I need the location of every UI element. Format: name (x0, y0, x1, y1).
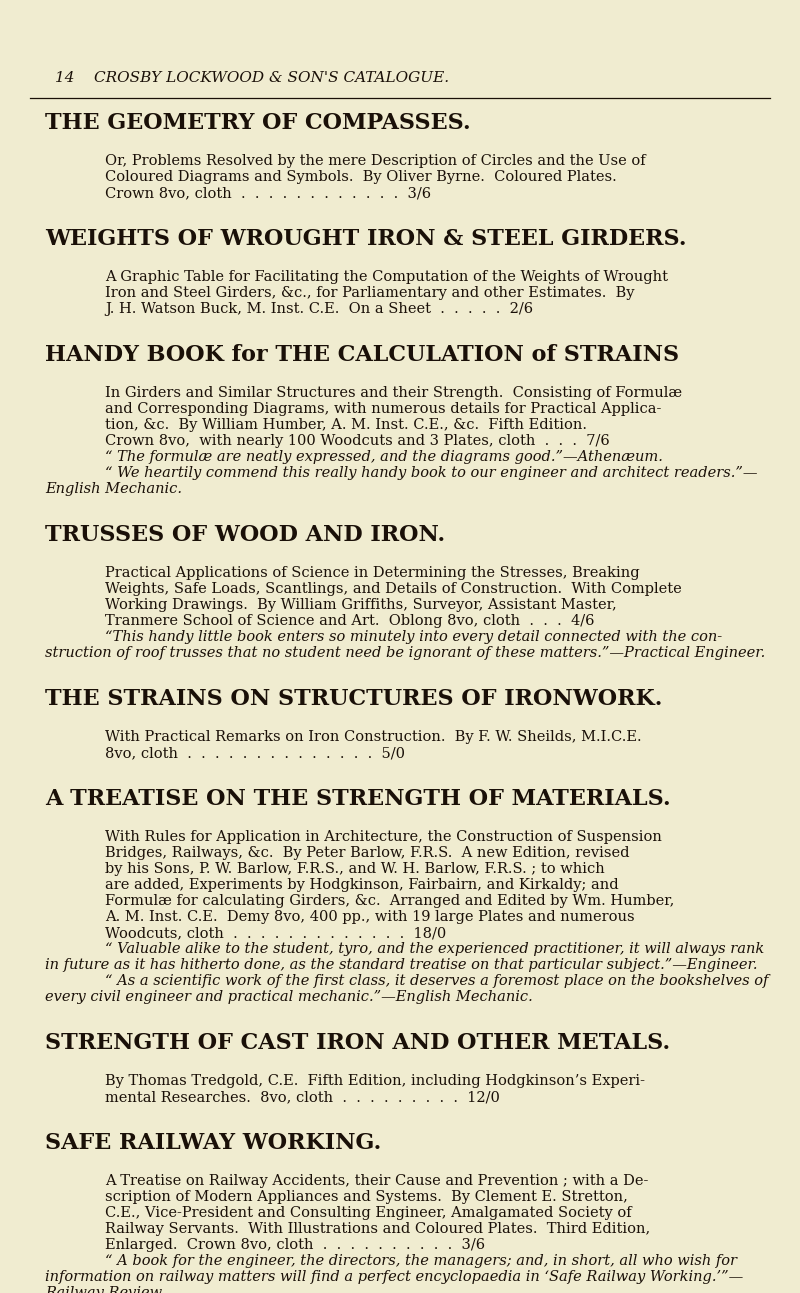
Text: “ Valuable alike to the student, tyro, and the experienced practitioner, it will: “ Valuable alike to the student, tyro, a… (105, 943, 764, 956)
Text: every civil engineer and practical mechanic.”—English Mechanic.: every civil engineer and practical mecha… (45, 990, 533, 1003)
Text: J. H. Watson Buck, M. Inst. C.E.  On a Sheet  .  .  .  .  .  2/6: J. H. Watson Buck, M. Inst. C.E. On a Sh… (105, 303, 533, 315)
Text: “This handy little book enters so minutely into every detail connected with the : “This handy little book enters so minute… (105, 630, 722, 644)
Text: by his Sons, P. W. Barlow, F.R.S., and W. H. Barlow, F.R.S. ; to which: by his Sons, P. W. Barlow, F.R.S., and W… (105, 862, 605, 875)
Text: Railway Review.: Railway Review. (45, 1287, 165, 1293)
Text: THE STRAINS ON STRUCTURES OF IRONWORK.: THE STRAINS ON STRUCTURES OF IRONWORK. (45, 688, 662, 710)
Text: Crown 8vo,  with nearly 100 Woodcuts and 3 Plates, cloth  .  .  .  7/6: Crown 8vo, with nearly 100 Woodcuts and … (105, 434, 610, 447)
Text: Weights, Safe Loads, Scantlings, and Details of Construction.  With Complete: Weights, Safe Loads, Scantlings, and Det… (105, 582, 682, 596)
Text: and Corresponding Diagrams, with numerous details for Practical Applica-: and Corresponding Diagrams, with numerou… (105, 402, 662, 416)
Text: WEIGHTS OF WROUGHT IRON & STEEL GIRDERS.: WEIGHTS OF WROUGHT IRON & STEEL GIRDERS. (45, 228, 686, 250)
Text: “ As a scientific work of the first class, it deserves a foremost place on the b: “ As a scientific work of the first clas… (105, 974, 768, 988)
Text: tion, &c.  By William Humber, A. M. Inst. C.E., &c.  Fifth Edition.: tion, &c. By William Humber, A. M. Inst.… (105, 418, 587, 432)
Text: 8vo, cloth  .  .  .  .  .  .  .  .  .  .  .  .  .  .  5/0: 8vo, cloth . . . . . . . . . . . . . . 5… (105, 746, 405, 760)
Text: In Girders and Similar Structures and their Strength.  Consisting of Formulæ: In Girders and Similar Structures and th… (105, 387, 682, 400)
Text: Enlarged.  Crown 8vo, cloth  .  .  .  .  .  .  .  .  .  .  3/6: Enlarged. Crown 8vo, cloth . . . . . . .… (105, 1237, 485, 1252)
Text: Working Drawings.  By William Griffiths, Surveyor, Assistant Master,: Working Drawings. By William Griffiths, … (105, 597, 617, 612)
Text: Or, Problems Resolved by the mere Description of Circles and the Use of: Or, Problems Resolved by the mere Descri… (105, 154, 646, 168)
Text: are added, Experiments by Hodgkinson, Fairbairn, and Kirkaldy; and: are added, Experiments by Hodgkinson, Fa… (105, 878, 618, 892)
Text: A. M. Inst. C.E.  Demy 8vo, 400 pp., with 19 large Plates and numerous: A. M. Inst. C.E. Demy 8vo, 400 pp., with… (105, 910, 634, 924)
Text: STRENGTH OF CAST IRON AND OTHER METALS.: STRENGTH OF CAST IRON AND OTHER METALS. (45, 1032, 670, 1054)
Text: “ The formulæ are neatly expressed, and the diagrams good.”—Athenæum.: “ The formulæ are neatly expressed, and … (105, 450, 663, 464)
Text: HANDY BOOK for THE CALCULATION of STRAINS: HANDY BOOK for THE CALCULATION of STRAIN… (45, 344, 679, 366)
Text: THE GEOMETRY OF COMPASSES.: THE GEOMETRY OF COMPASSES. (45, 112, 470, 134)
Text: 14    CROSBY LOCKWOOD & SON'S CATALOGUE.: 14 CROSBY LOCKWOOD & SON'S CATALOGUE. (55, 71, 449, 85)
Text: A TREATISE ON THE STRENGTH OF MATERIALS.: A TREATISE ON THE STRENGTH OF MATERIALS. (45, 787, 670, 809)
Text: Tranmere School of Science and Art.  Oblong 8vo, cloth  .  .  .  4/6: Tranmere School of Science and Art. Oblo… (105, 614, 594, 628)
Text: “ A book for the engineer, the directors, the managers; and, in short, all who w: “ A book for the engineer, the directors… (105, 1254, 737, 1268)
Text: Coloured Diagrams and Symbols.  By Oliver Byrne.  Coloured Plates.: Coloured Diagrams and Symbols. By Oliver… (105, 169, 617, 184)
Text: A Treatise on Railway Accidents, their Cause and Prevention ; with a De-: A Treatise on Railway Accidents, their C… (105, 1174, 648, 1188)
Text: information on railway matters will find a perfect encyclopaedia in ‘Safe Railwa: information on railway matters will find… (45, 1270, 743, 1284)
Text: scription of Modern Appliances and Systems.  By Clement E. Stretton,: scription of Modern Appliances and Syste… (105, 1190, 628, 1204)
Text: A Graphic Table for Facilitating the Computation of the Weights of Wrought: A Graphic Table for Facilitating the Com… (105, 270, 668, 284)
Text: Practical Applications of Science in Determining the Stresses, Breaking: Practical Applications of Science in Det… (105, 566, 640, 581)
Text: With Rules for Application in Architecture, the Construction of Suspension: With Rules for Application in Architectu… (105, 830, 662, 844)
Text: in future as it has hitherto done, as the standard treatise on that particular s: in future as it has hitherto done, as th… (45, 958, 758, 972)
Text: Formulæ for calculating Girders, &c.  Arranged and Edited by Wm. Humber,: Formulæ for calculating Girders, &c. Arr… (105, 893, 674, 908)
Text: TRUSSES OF WOOD AND IRON.: TRUSSES OF WOOD AND IRON. (45, 524, 445, 546)
Text: With Practical Remarks on Iron Construction.  By F. W. Sheilds, M.I.C.E.: With Practical Remarks on Iron Construct… (105, 731, 642, 743)
Text: Woodcuts, cloth  .  .  .  .  .  .  .  .  .  .  .  .  .  18/0: Woodcuts, cloth . . . . . . . . . . . . … (105, 926, 446, 940)
Text: Crown 8vo, cloth  .  .  .  .  .  .  .  .  .  .  .  .  3/6: Crown 8vo, cloth . . . . . . . . . . . .… (105, 186, 431, 200)
Text: mental Researches.  8vo, cloth  .  .  .  .  .  .  .  .  .  12/0: mental Researches. 8vo, cloth . . . . . … (105, 1090, 500, 1104)
Text: English Mechanic.: English Mechanic. (45, 482, 182, 497)
Text: Iron and Steel Girders, &c., for Parliamentary and other Estimates.  By: Iron and Steel Girders, &c., for Parliam… (105, 286, 634, 300)
Text: SAFE RAILWAY WORKING.: SAFE RAILWAY WORKING. (45, 1131, 382, 1153)
Text: “ We heartily commend this really handy book to our engineer and architect reade: “ We heartily commend this really handy … (105, 465, 758, 480)
Text: C.E., Vice-President and Consulting Engineer, Amalgamated Society of: C.E., Vice-President and Consulting Engi… (105, 1206, 632, 1221)
Text: struction of roof trusses that no student need be ignorant of these matters.”—Pr: struction of roof trusses that no studen… (45, 646, 766, 659)
Text: Bridges, Railways, &c.  By Peter Barlow, F.R.S.  A new Edition, revised: Bridges, Railways, &c. By Peter Barlow, … (105, 846, 630, 860)
Text: Railway Servants.  With Illustrations and Coloured Plates.  Third Edition,: Railway Servants. With Illustrations and… (105, 1222, 650, 1236)
Text: By Thomas Tredgold, C.E.  Fifth Edition, including Hodgkinson’s Experi-: By Thomas Tredgold, C.E. Fifth Edition, … (105, 1074, 645, 1087)
